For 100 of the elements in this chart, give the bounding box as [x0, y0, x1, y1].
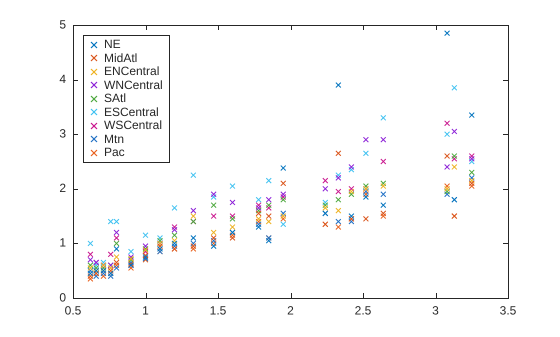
point: [280, 213, 286, 220]
point: [280, 210, 286, 216]
point: [114, 262, 120, 268]
point: [93, 273, 100, 280]
point: [210, 202, 217, 208]
point: [108, 264, 114, 271]
point: [266, 218, 272, 225]
point: [335, 224, 342, 230]
point: [190, 172, 196, 178]
y-tick-label: 1: [59, 236, 66, 250]
point: [114, 218, 120, 225]
point: [93, 262, 100, 268]
point: [266, 202, 272, 208]
point: [280, 191, 286, 198]
point: [380, 114, 386, 121]
point: [128, 248, 134, 255]
point: [362, 191, 369, 198]
legend-label: ESCentral: [104, 104, 159, 118]
point: [256, 196, 262, 203]
point: [444, 120, 450, 126]
point: [266, 238, 272, 244]
point: [380, 191, 386, 198]
point: [230, 213, 236, 220]
point: [335, 150, 342, 156]
point: [157, 238, 163, 244]
point: [100, 273, 106, 280]
legend-label: Pac: [104, 145, 125, 159]
point: [348, 188, 354, 195]
point: [87, 276, 94, 282]
point: [157, 246, 163, 252]
point: [172, 243, 178, 250]
point: [87, 264, 94, 271]
x-tick-label: 3: [432, 304, 440, 318]
point: [266, 196, 272, 203]
point: [266, 213, 272, 220]
point: [280, 180, 286, 186]
point: [172, 232, 178, 238]
point: [266, 204, 272, 211]
legend-label: WSCentral: [104, 118, 162, 132]
point: [108, 218, 114, 225]
y-tick-label: 3: [59, 126, 66, 141]
point: [210, 243, 217, 250]
point: [190, 234, 196, 241]
point: [348, 218, 354, 225]
point: [362, 188, 369, 195]
point: [108, 251, 114, 258]
legend-label: SAtl: [104, 91, 126, 105]
legend-label: Mtn: [104, 132, 124, 146]
x-tick-label: 1.5: [210, 304, 227, 318]
point: [256, 221, 262, 228]
point: [210, 213, 217, 220]
point: [87, 256, 94, 263]
point: [362, 150, 369, 156]
point: [87, 268, 94, 274]
y-tick-label: 2: [59, 181, 66, 196]
point: [468, 153, 475, 160]
point: [256, 224, 262, 230]
point: [348, 213, 354, 220]
point: [322, 178, 328, 184]
point: [114, 246, 120, 252]
point: [348, 164, 354, 170]
point: [230, 199, 236, 206]
point: [172, 240, 178, 246]
point: [256, 210, 262, 216]
point: [468, 180, 475, 186]
point: [190, 246, 196, 252]
point: [230, 183, 236, 190]
x-tick-label: 2.5: [354, 304, 372, 318]
point: [444, 164, 450, 170]
point: [322, 202, 328, 208]
point: [335, 174, 342, 181]
point: [451, 128, 458, 134]
point: [444, 183, 450, 190]
point: [256, 204, 262, 211]
point: [380, 183, 386, 190]
point: [444, 30, 450, 36]
point: [362, 216, 369, 222]
point: [114, 240, 120, 246]
point: [87, 262, 94, 268]
point: [451, 84, 458, 91]
point: [380, 180, 386, 186]
x-tick-label: 2: [287, 304, 294, 318]
legend-label: WNCentral: [104, 78, 163, 92]
point: [380, 213, 386, 220]
point: [210, 230, 217, 236]
point: [142, 232, 148, 238]
point: [190, 243, 196, 250]
point: [172, 204, 178, 211]
point: [230, 224, 236, 230]
point: [87, 273, 94, 280]
point: [468, 158, 475, 164]
point: [87, 270, 94, 276]
y-tick-label: 5: [59, 17, 66, 32]
x-tick-label: 1: [142, 304, 150, 318]
point: [210, 194, 217, 200]
point: [114, 260, 120, 266]
point: [444, 153, 450, 160]
point: [114, 264, 120, 271]
point: [444, 131, 450, 138]
point: [100, 270, 106, 276]
